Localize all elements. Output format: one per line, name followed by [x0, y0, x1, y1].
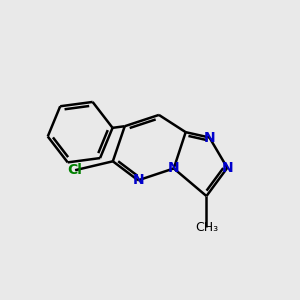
Text: N: N: [132, 173, 144, 187]
Text: N: N: [221, 161, 233, 175]
Text: CH₃: CH₃: [195, 221, 218, 234]
Text: N: N: [204, 130, 215, 145]
Text: Cl: Cl: [68, 163, 82, 177]
Text: N: N: [168, 161, 180, 176]
